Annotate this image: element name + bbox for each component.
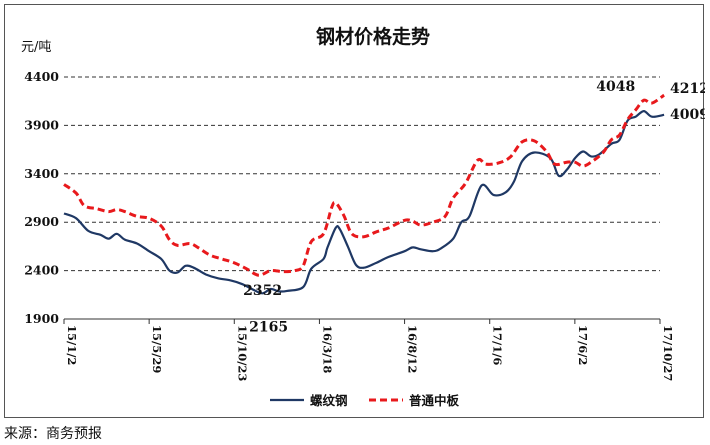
y-tick-label: 4400 — [24, 69, 59, 84]
x-tick-label: 15/10/23 — [235, 325, 249, 381]
data-label: 4212 — [670, 81, 705, 97]
grid-lines — [64, 76, 660, 272]
x-tick-label: 15/5/29 — [150, 325, 164, 373]
data-label: 4048 — [596, 79, 635, 95]
x-tick-label: 16/3/18 — [320, 325, 334, 373]
data-label: 4009 — [670, 107, 705, 123]
y-tick-label: 3400 — [24, 166, 59, 181]
legend: 螺纹钢 普通中板 — [270, 393, 460, 408]
series-line-rebar — [63, 110, 665, 295]
x-tick-label: 17/10/27 — [661, 325, 675, 381]
chart-frame: 钢材价格走势 元/吨 1900 2400 2900 3400 3900 4400 15/1… — [4, 4, 705, 418]
data-labels: 2352 2165 4048 4212 4009 — [243, 79, 705, 335]
data-label: 2165 — [249, 319, 288, 335]
legend-label: 螺纹钢 — [310, 393, 348, 408]
series-lines — [63, 93, 665, 295]
legend-label: 普通中板 — [409, 393, 460, 408]
x-axis: 15/1/2 15/5/29 15/10/23 16/3/18 16/8/12 17/1/… — [63, 318, 675, 381]
y-axis-unit: 元/吨 — [21, 40, 51, 55]
data-label: 2352 — [243, 283, 282, 299]
steel-price-chart: 钢材价格走势 元/吨 1900 2400 2900 3400 3900 4400 15/1… — [21, 25, 705, 408]
source-note: 来源：商务预报 — [4, 426, 102, 442]
x-tick-label: 17/1/6 — [491, 325, 505, 365]
y-tick-label: 2900 — [24, 214, 59, 229]
x-tick-label: 17/6/2 — [576, 325, 590, 365]
y-axis-ticks: 1900 2400 2900 3400 3900 4400 — [24, 69, 59, 326]
series-line-plate — [63, 93, 665, 277]
x-tick-label: 16/8/12 — [406, 325, 420, 373]
chart-title: 钢材价格走势 — [316, 25, 430, 48]
y-tick-label: 2400 — [24, 263, 59, 278]
y-tick-label: 3900 — [24, 117, 59, 132]
x-tick-label: 15/1/2 — [65, 325, 79, 365]
y-tick-label: 1900 — [24, 311, 59, 326]
